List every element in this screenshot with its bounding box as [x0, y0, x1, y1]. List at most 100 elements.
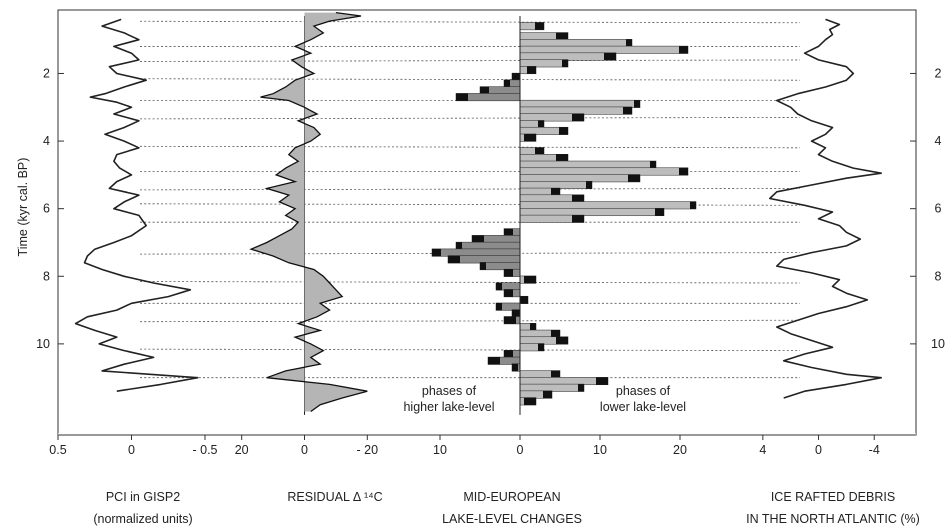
lake-level-bar-cap [480, 86, 489, 95]
lake-level-bar-cap [556, 336, 568, 345]
lake-level-bar-cap [512, 309, 520, 318]
annotation-higher-lake-level: phases of higher lake-level [384, 383, 514, 415]
lake-level-bar-cap [472, 235, 484, 243]
correlation-line [139, 59, 801, 62]
x-tick-label: 0 [128, 443, 135, 457]
lake-level-bar-cap [551, 188, 560, 196]
lake-level-bar-cap [504, 79, 510, 88]
lake-level-bar-cap [572, 113, 584, 122]
panel-label-pci-line-1: PCI in GISP2 [105, 490, 181, 504]
correlation-lines [139, 20, 801, 379]
lake-level-bar [519, 383, 585, 392]
lake-level-bar-cap [504, 289, 513, 297]
lake-level-bar [519, 45, 689, 54]
panel-label-ird-line-2: IN THE NORTH ATLANTIC (%) [746, 512, 920, 526]
lake-level-bar-cap [524, 275, 536, 284]
lake-level-bar-cap [520, 296, 528, 304]
panel-label-pci: PCI in GISP2 (normalized units) [48, 486, 238, 530]
lake-level-bar-cap [524, 133, 536, 142]
lake-level-bar-cap [456, 242, 462, 250]
lake-level-bar-cap [604, 52, 616, 61]
right-y-tick-label: 4 [935, 134, 942, 148]
lake-level-bar-cap [512, 73, 520, 81]
correlation-line [139, 145, 801, 149]
annotation-higher-line-1: phases of [421, 384, 477, 398]
lake-level-bar-cap [551, 370, 560, 379]
x-tick-label: 20 [673, 443, 687, 457]
right-y-tick-label: 6 [935, 202, 942, 216]
lake-level-bar-cap [456, 93, 468, 101]
lake-level-bar-cap [488, 357, 500, 365]
lake-level-bar-cap [524, 397, 536, 406]
lake-level-bar [519, 174, 641, 183]
right-y-tick-label: 8 [935, 269, 942, 283]
x-tick-label: 4 [759, 443, 766, 457]
y-axis-title: Time (kyr cal. BP) [16, 157, 30, 257]
lake-level-bar-cap [504, 269, 513, 277]
lake-level-bar-cap [586, 181, 592, 189]
y-tick-label: 10 [36, 337, 50, 351]
lake-level-bar-cap [538, 120, 544, 128]
lake-level-bar-cap [543, 390, 552, 399]
lake-level-bar [431, 248, 521, 257]
lake-level-bar-cap [596, 377, 608, 385]
lake-level-bar [519, 106, 633, 115]
lake-level-bar-cap [650, 161, 656, 169]
axis-ticks: 2 4 6 8 10 2 4 6 8 10 0.5 0 - 0.5 20 0 - 20 10 0 10 20 4 0 -4 [36, 66, 945, 457]
y-tick-label: 6 [43, 202, 50, 216]
annotation-higher-line-2: higher lake-level [403, 400, 495, 414]
lake-level-bar-cap [562, 59, 568, 68]
lake-level-bar-cap [628, 174, 640, 182]
lake-level-bar-cap [556, 154, 568, 162]
lake-level-bar-cap [551, 330, 560, 338]
lake-level-bar [519, 167, 689, 176]
correlation-line [139, 252, 801, 255]
correlation-line [139, 348, 801, 352]
annotation-lower-line-1: phases of [615, 384, 671, 398]
ird-series-line [769, 18, 882, 399]
lake-level-bar [455, 241, 521, 250]
x-tick-label: 0 [517, 443, 524, 457]
residual-14c-area [251, 12, 368, 412]
lake-level-bar-cap [538, 343, 544, 351]
lake-level-bar-cap [556, 32, 568, 40]
lake-level-bar-cap [690, 201, 696, 210]
pci-series-line [74, 18, 199, 392]
correlation-line [139, 319, 801, 323]
y-tick-label: 2 [43, 66, 50, 80]
lake-level-bar-cap [480, 262, 486, 270]
residual-14c-line [249, 11, 368, 413]
lake-level-bar-cap [572, 194, 584, 203]
y-tick-label: 4 [43, 134, 50, 148]
panel-label-lake-line-2: LAKE-LEVEL CHANGES [442, 512, 582, 526]
x-tick-label: 10 [593, 443, 607, 457]
lake-level-bar-cap [634, 100, 640, 108]
lake-level-bar-cap [679, 46, 688, 54]
lake-level-bar-cap [623, 106, 632, 115]
correlation-line [139, 187, 801, 191]
lake-level-bar [519, 208, 665, 217]
lake-level-bar [519, 181, 593, 189]
series-lines [74, 11, 882, 415]
lake-level-bar-cap [512, 363, 518, 372]
lake-level-bar [519, 99, 641, 108]
panel-label-residual-text: RESIDUAL Δ ¹⁴C [287, 490, 383, 504]
x-tick-label: 20 [235, 443, 249, 457]
panel-label-ice-rafted-debris: ICE RAFTED DEBRIS IN THE NORTH ATLANTIC … [720, 486, 946, 530]
lake-level-bar-cap [504, 316, 516, 324]
right-y-tick-label: 2 [935, 66, 942, 80]
annotation-lower-lake-level: phases of lower lake-level [578, 383, 708, 415]
x-tick-label: -4 [869, 443, 880, 457]
lake-level-bar-cap [496, 282, 502, 291]
lake-level-bar [519, 59, 569, 68]
x-tick-label: 0 [301, 443, 308, 457]
lake-level-bar-cap [504, 350, 513, 358]
lake-level-bar-cap [530, 323, 536, 331]
lake-level-bar [519, 160, 657, 169]
x-tick-label: - 0.5 [192, 443, 217, 457]
panel-label-ird-line-1: ICE RAFTED DEBRIS [770, 490, 896, 504]
lake-level-bar [519, 39, 633, 48]
lake-level-bar-cap [496, 302, 502, 311]
lake-level-bar-cap [527, 66, 536, 74]
